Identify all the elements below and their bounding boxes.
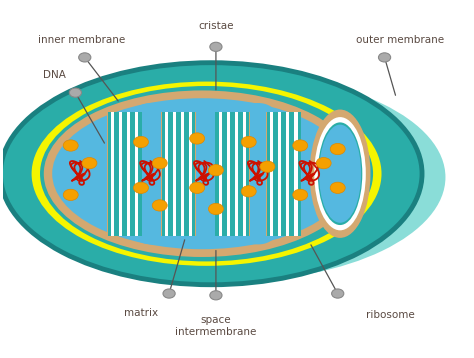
Bar <box>270 112 282 236</box>
Circle shape <box>69 88 82 97</box>
Bar <box>164 112 176 236</box>
Circle shape <box>209 165 223 176</box>
Circle shape <box>63 189 78 200</box>
Circle shape <box>163 289 175 298</box>
Ellipse shape <box>319 125 361 223</box>
Ellipse shape <box>321 129 359 219</box>
Text: inner membrane: inner membrane <box>38 35 125 45</box>
Bar <box>231 112 249 236</box>
Ellipse shape <box>241 223 275 245</box>
Text: DNA: DNA <box>43 70 65 80</box>
Circle shape <box>209 203 223 214</box>
Bar <box>124 112 142 236</box>
Bar <box>107 112 142 236</box>
Circle shape <box>210 291 222 300</box>
Ellipse shape <box>187 223 224 245</box>
Ellipse shape <box>314 117 366 230</box>
Circle shape <box>260 161 275 172</box>
Circle shape <box>330 144 345 155</box>
Ellipse shape <box>310 110 371 238</box>
Ellipse shape <box>40 86 373 261</box>
Bar <box>111 112 122 236</box>
Bar <box>215 112 233 236</box>
Circle shape <box>152 158 167 169</box>
Bar <box>127 112 138 236</box>
Circle shape <box>190 182 205 193</box>
Bar <box>283 112 301 236</box>
Bar <box>168 112 173 236</box>
Bar <box>181 112 192 236</box>
Text: cristae: cristae <box>198 21 234 31</box>
Circle shape <box>241 186 256 197</box>
Text: space: space <box>201 315 231 325</box>
Ellipse shape <box>32 82 382 266</box>
Bar <box>184 112 189 236</box>
Circle shape <box>330 182 345 193</box>
Circle shape <box>293 140 308 151</box>
Bar <box>130 112 135 236</box>
Ellipse shape <box>52 98 352 249</box>
Bar <box>219 112 230 236</box>
Circle shape <box>134 182 148 193</box>
Circle shape <box>241 136 256 147</box>
Circle shape <box>134 136 148 147</box>
Ellipse shape <box>44 91 360 257</box>
Ellipse shape <box>187 103 224 124</box>
Circle shape <box>152 200 167 211</box>
Bar <box>114 112 119 236</box>
Circle shape <box>190 133 205 144</box>
Circle shape <box>293 189 308 200</box>
Text: outer membrane: outer membrane <box>356 35 445 45</box>
Text: ribosome: ribosome <box>366 310 415 320</box>
Circle shape <box>82 158 97 169</box>
Bar <box>267 112 284 236</box>
Bar <box>162 112 179 236</box>
Bar <box>273 112 278 236</box>
Ellipse shape <box>133 103 170 124</box>
Circle shape <box>210 42 222 52</box>
Circle shape <box>316 158 331 169</box>
Ellipse shape <box>133 223 170 245</box>
Ellipse shape <box>0 63 422 285</box>
Ellipse shape <box>25 78 388 269</box>
Bar <box>108 112 125 236</box>
Bar <box>238 112 243 236</box>
Circle shape <box>332 289 344 298</box>
Bar <box>235 112 246 236</box>
Text: intermembrane: intermembrane <box>175 327 256 337</box>
Bar <box>161 112 196 236</box>
Bar <box>286 112 298 236</box>
Circle shape <box>63 140 78 151</box>
Bar <box>178 112 195 236</box>
Circle shape <box>79 53 91 62</box>
Text: matrix: matrix <box>124 308 158 318</box>
Bar <box>215 112 250 236</box>
Bar <box>266 112 301 236</box>
Bar <box>222 112 227 236</box>
Ellipse shape <box>318 122 362 225</box>
Ellipse shape <box>15 73 446 281</box>
Circle shape <box>378 53 391 62</box>
Ellipse shape <box>241 103 275 124</box>
Bar <box>290 112 294 236</box>
